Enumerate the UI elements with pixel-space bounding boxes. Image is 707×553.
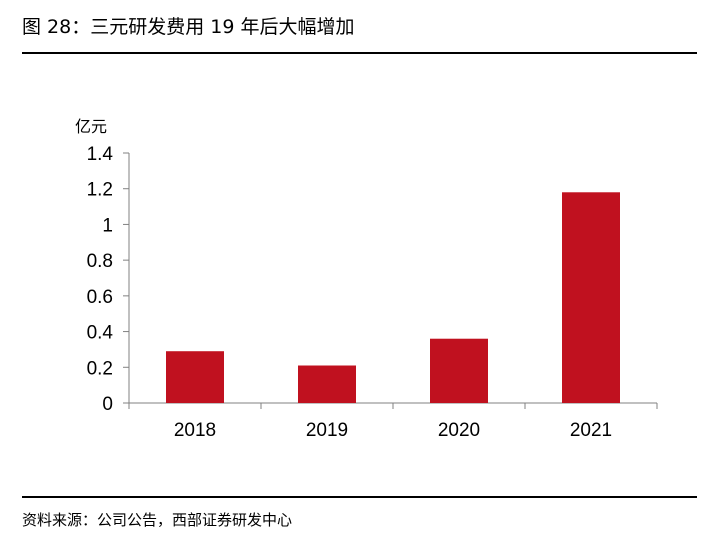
x-tick-label: 2019 (306, 420, 348, 441)
bar-2019 (298, 365, 356, 403)
y-tick-label: 0.6 (87, 287, 113, 308)
source-rule (22, 496, 697, 498)
x-tick-label: 2018 (174, 420, 216, 441)
x-tick-label: 2021 (570, 420, 612, 441)
figure-title: 图 28：三元研发费用 19 年后大幅增加 (22, 16, 355, 38)
y-tick-label: 0.4 (87, 323, 114, 344)
bar-2018 (166, 351, 224, 403)
x-axis: 2018 2019 2020 2021 (128, 402, 658, 441)
title-rule (22, 52, 697, 54)
y-tick-label: 0.2 (87, 358, 113, 379)
bar-2021 (562, 192, 620, 403)
y-tick-label: 0 (102, 394, 113, 415)
bar-2020 (430, 338, 488, 403)
y-tick-label: 1.2 (87, 180, 113, 201)
y-tick-label: 1 (102, 215, 113, 236)
y-axis: 0 0.2 0.4 0.6 0.8 1 1.2 1.4 (87, 144, 130, 415)
bars (166, 192, 620, 403)
y-tick-label: 0.8 (87, 251, 113, 272)
y-tick-label: 1.4 (87, 144, 114, 165)
x-tick-label: 2020 (438, 420, 480, 441)
y-axis-unit-label: 亿元 (75, 117, 107, 136)
source-note: 资料来源：公司公告，西部证券研发中心 (22, 511, 293, 529)
